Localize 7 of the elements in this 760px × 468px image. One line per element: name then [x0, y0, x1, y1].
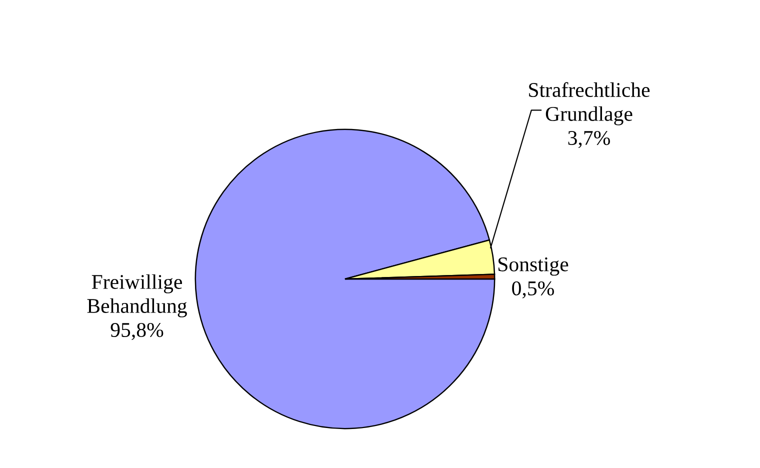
data-label: 0,5%: [512, 281, 554, 298]
slice-label: Strafrechtliche Grundlage: [529, 82, 650, 126]
data-label: 3,7%: [568, 130, 610, 148]
slice-label: Sonstige: [498, 257, 568, 276]
slice-label: Freiwillige Behandlung: [87, 274, 187, 318]
pie-slice: [194, 128, 496, 430]
data-label: 95,8%: [110, 322, 164, 340]
